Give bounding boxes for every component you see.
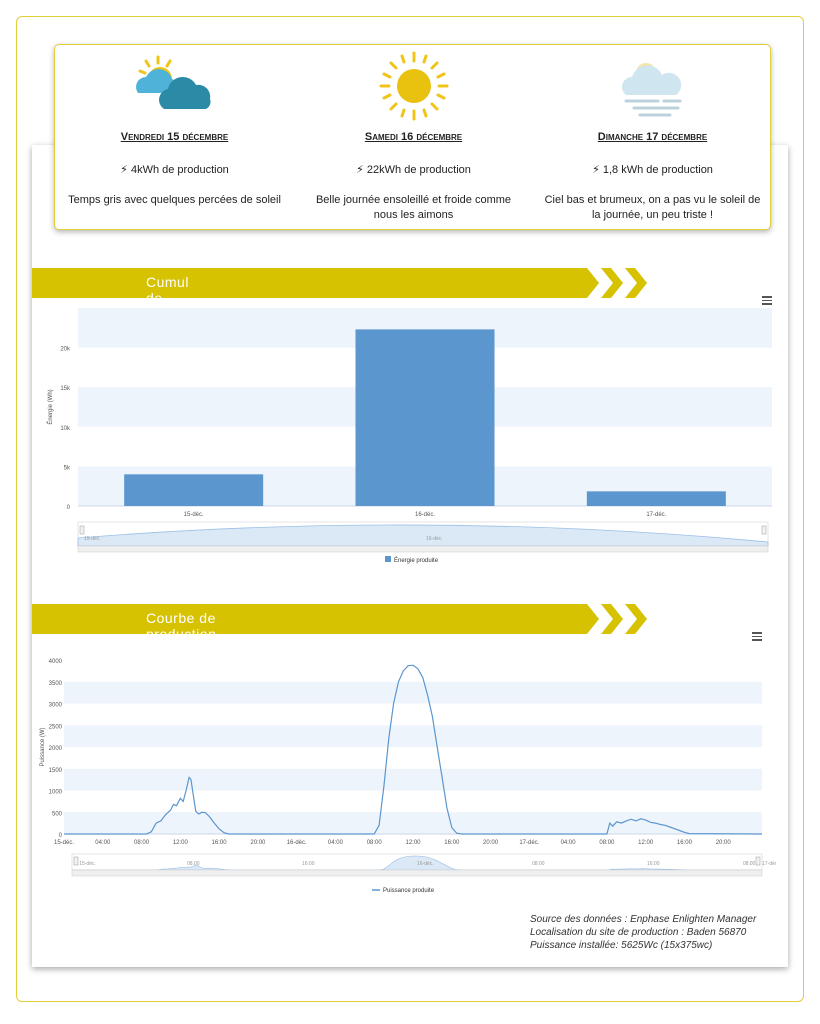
bar (124, 474, 264, 506)
y-tick-label: 2000 (49, 746, 63, 752)
x-tick-label: 15-déc. (54, 840, 74, 846)
x-tick-label: 08:00 (134, 840, 150, 846)
fog-cloud-icon (621, 63, 681, 117)
day-date: Dimanche 17 décembre (597, 131, 708, 143)
legend-label: Énergie produite (394, 557, 439, 564)
navigator-label: 08:00 (532, 861, 545, 867)
x-tick-label: 12:00 (173, 840, 189, 846)
x-tick-label: 20:00 (483, 840, 499, 846)
lightning-icon: ⚡︎ (356, 164, 364, 176)
x-tick-label: 16-déc. (287, 840, 307, 846)
power-line-chart: 0 500 1000 1500 2000 2500 3000 3500 4000 Puissanc… (40, 659, 776, 894)
y-tick-label: 10k (60, 426, 71, 432)
lightning-icon: ⚡︎ (592, 164, 600, 176)
x-tick-label: 16-déc. (415, 512, 435, 518)
x-tick-label: 20:00 (250, 840, 266, 846)
y-tick-label: 500 (52, 811, 63, 817)
sun-cloud-icon (135, 55, 211, 109)
x-tick-label: 20:00 (716, 840, 732, 846)
x-tick-label: 12:00 (638, 840, 654, 846)
x-tick-label: 04:00 (328, 840, 344, 846)
x-tick-label: 08:00 (367, 840, 383, 846)
x-tick-label: 17-déc. (646, 512, 666, 518)
navigator-scrollbar (77, 545, 769, 553)
navigator-label: 16:00 (302, 861, 315, 867)
series-line-puissance (64, 664, 763, 835)
grid-band (64, 812, 762, 834)
x-tick-label: 08:00 (599, 840, 615, 846)
navigator-area (77, 524, 769, 547)
x-tick-label: 04:00 (561, 840, 577, 846)
x-tick-label: 15-déc. (184, 512, 204, 518)
chevron-arrows-icon (573, 268, 647, 298)
day-description: Ciel bas et brumeux, on a pas vu le sole… (544, 194, 761, 221)
day-production: ⚡︎ 1,8 kWh de production (592, 164, 713, 176)
chart-menu-button[interactable] (762, 296, 772, 305)
x-tick-label: 16:00 (444, 840, 460, 846)
bar (586, 491, 726, 506)
weather-day-2: Samedi 16 décembre ⚡︎ 22kWh de productio… (294, 45, 533, 231)
y-tick-label: 15k (60, 386, 71, 392)
grid-band (64, 725, 762, 747)
navigator-handle-right (755, 856, 761, 866)
chart-menu-button[interactable] (752, 632, 762, 641)
navigator-handle-right (761, 525, 767, 535)
legend-swatch (385, 556, 391, 562)
navigator-area (72, 855, 762, 871)
x-tick-label: 04:00 (95, 840, 111, 846)
weather-day-1: Vendredi 15 décembre ⚡︎ 4kWh de producti… (55, 45, 294, 231)
navigator-label: 17-déc. (762, 861, 776, 867)
lightning-icon: ⚡︎ (120, 164, 128, 176)
chevron-arrows-icon (573, 604, 647, 634)
navigator-label: 16-déc. (417, 861, 434, 867)
navigator-label: 16:00 (647, 861, 660, 867)
y-tick-label: 1000 (49, 790, 63, 796)
y-tick-label: 2500 (49, 724, 63, 730)
navigator-label: 16-déc. (426, 536, 443, 542)
y-tick-label: 3000 (49, 703, 63, 709)
bar (355, 329, 495, 506)
y-tick-label: 20k (60, 347, 71, 353)
y-tick-label: 0 (67, 505, 71, 511)
day-production: ⚡︎ 22kWh de production (356, 164, 471, 176)
y-axis-label: Énergie (Wh) (47, 389, 54, 424)
day-date: Vendredi 15 décembre (120, 131, 229, 143)
page-frame (16, 16, 804, 1002)
navigator-handle-left (73, 856, 79, 866)
day-description: Belle journée ensoleillé et froide comme… (315, 194, 512, 221)
x-tick-label: 16:00 (212, 840, 228, 846)
energy-bar-chart: 0 5k 10k 15k 20k Énergie (Wh) 15-déc. 16-déc. 17… (47, 308, 772, 564)
grid-band (64, 768, 762, 791)
navigator-label: 08:00 (743, 861, 756, 867)
section-title: Courbe de production au fil de la journé… (146, 610, 217, 674)
day-date: Samedi 16 décembre (364, 131, 463, 143)
navigator-label: 08:00 (187, 861, 200, 867)
navigator-scrollbar (71, 869, 763, 877)
y-axis-label: Puissance (W) (40, 727, 46, 766)
navigator-handle-left (79, 525, 85, 535)
grid-band (64, 681, 762, 704)
navigator-label: 15-déc. (79, 861, 96, 867)
y-tick-label: 3500 (49, 681, 63, 687)
y-tick-label: 0 (59, 833, 63, 839)
y-tick-label: 4000 (49, 659, 63, 665)
x-tick-label: 17-déc. (519, 840, 539, 846)
source-note: Source des données : Enphase Enlighten M… (530, 914, 757, 951)
y-tick-label: 5k (64, 465, 71, 471)
day-production: ⚡︎ 4kWh de production (120, 164, 229, 176)
day-description: Temps gris avec quelques percées de sole… (68, 194, 281, 206)
weather-day-3: Dimanche 17 décembre ⚡︎ 1,8 kWh de produ… (533, 45, 772, 231)
legend-label: Puissance produite (383, 888, 435, 894)
sun-icon (379, 51, 448, 121)
navigator-label: 15-déc. (84, 536, 101, 542)
weather-summary: Vendredi 15 décembre ⚡︎ 4kWh de producti… (54, 44, 771, 230)
x-tick-label: 12:00 (405, 840, 421, 846)
y-tick-label: 1500 (49, 768, 63, 774)
x-tick-label: 16:00 (677, 840, 693, 846)
